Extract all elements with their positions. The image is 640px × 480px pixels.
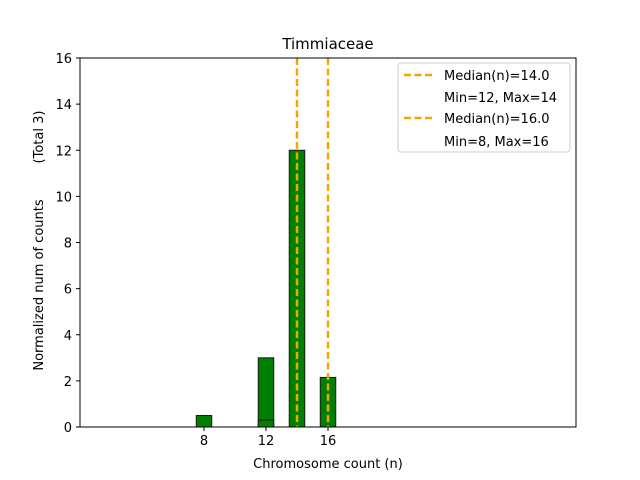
chart-title: Timmiaceae (281, 35, 373, 53)
x-axis-ticks: 8 12 16 (200, 427, 336, 449)
legend-label-range-1: Min=12, Max=14 (444, 91, 557, 106)
bar-0 (195, 414, 213, 428)
y-tick-label-6: 6 (64, 283, 72, 298)
y-axis-label: Normalized num of counts (32, 199, 47, 370)
x-tick-label-8: 8 (200, 434, 208, 449)
y-axis-total-label: (Total 3) (32, 111, 47, 164)
y-tick-label-10: 10 (55, 190, 72, 205)
x-axis-label: Chromosome count (n) (253, 457, 403, 472)
y-tick-label-12: 12 (55, 144, 72, 159)
y-tick-label-16: 16 (55, 52, 72, 67)
bars (80, 149, 352, 428)
legend: Median(n)=14.0 Min=12, Max=14 Median(n)=… (397, 62, 571, 153)
bar-2 (257, 419, 275, 428)
y-tick-label-4: 4 (64, 329, 72, 344)
y-tick-label-2: 2 (64, 375, 72, 390)
legend-label-median-2: Median(n)=16.0 (444, 112, 550, 127)
legend-box (397, 62, 571, 153)
x-tick-label-12: 12 (258, 434, 275, 449)
legend-label-median-1: Median(n)=14.0 (444, 69, 550, 84)
x-tick-label-16: 16 (320, 434, 337, 449)
legend-label-range-2: Min=8, Max=16 (444, 135, 549, 150)
y-tick-label-8: 8 (64, 237, 72, 252)
bar-1 (257, 357, 275, 428)
y-tick-label-14: 14 (55, 98, 72, 113)
y-tick-label-0: 0 (64, 421, 72, 436)
y-axis-ticks: 0 2 4 6 8 10 12 14 16 (55, 52, 80, 436)
median-lines (295, 58, 330, 427)
